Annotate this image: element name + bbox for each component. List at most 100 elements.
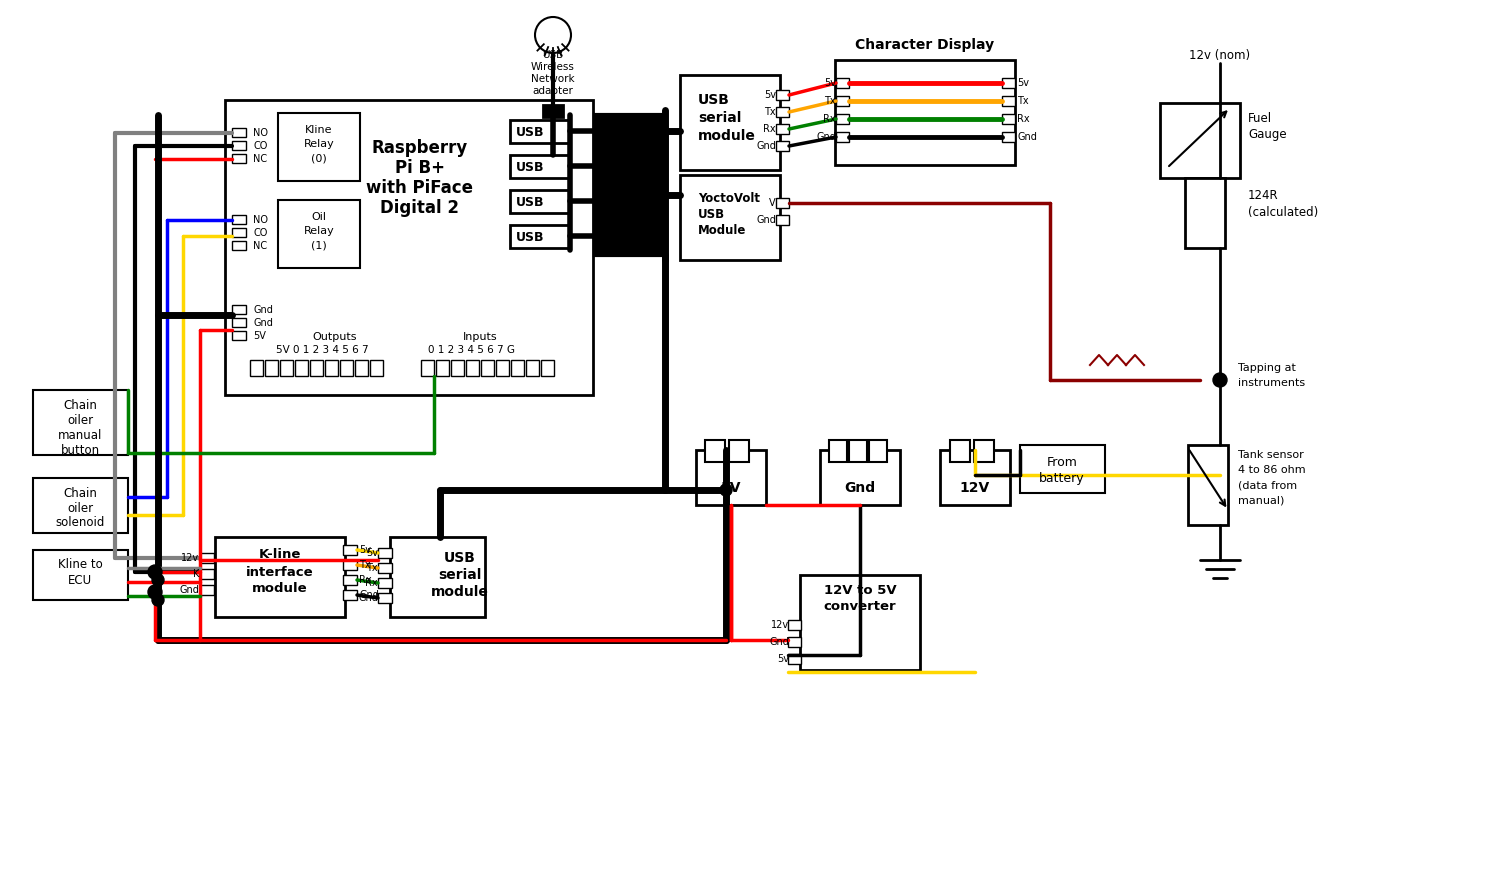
Bar — [543, 105, 562, 117]
Text: NC: NC — [254, 241, 267, 251]
Text: Tapping at: Tapping at — [1238, 363, 1297, 373]
Circle shape — [148, 585, 163, 599]
Text: module: module — [698, 129, 756, 143]
Text: Fuel: Fuel — [1247, 112, 1273, 124]
Text: serial: serial — [698, 111, 742, 125]
Bar — [231, 228, 246, 237]
Bar — [836, 60, 1015, 165]
Text: Tx: Tx — [360, 560, 370, 570]
Bar — [231, 154, 246, 163]
Bar — [251, 360, 263, 376]
Text: Gnd: Gnd — [254, 305, 273, 315]
Bar — [974, 440, 994, 462]
Text: CO: CO — [254, 228, 267, 238]
Text: USB: USB — [516, 231, 545, 243]
Bar — [33, 550, 128, 600]
Bar — [480, 360, 494, 376]
Text: oiler: oiler — [67, 414, 93, 426]
Text: manual: manual — [58, 429, 101, 441]
Bar — [231, 331, 246, 340]
Bar — [266, 360, 278, 376]
Text: (calculated): (calculated) — [1247, 205, 1319, 218]
Bar — [280, 360, 292, 376]
Text: 5v: 5v — [360, 545, 372, 555]
Text: instruments: instruments — [1238, 378, 1306, 388]
Text: NC: NC — [254, 154, 267, 164]
Text: Gnd: Gnd — [768, 637, 789, 647]
Text: ECU: ECU — [69, 575, 93, 588]
Bar — [1021, 445, 1106, 493]
Text: 5v: 5v — [1018, 78, 1029, 88]
Text: 12v: 12v — [771, 620, 789, 630]
Text: Gnd: Gnd — [816, 132, 836, 142]
Text: Network: Network — [531, 74, 574, 84]
Bar — [200, 553, 213, 563]
Bar — [788, 654, 801, 664]
Text: module: module — [431, 585, 489, 599]
Bar — [776, 141, 789, 151]
Text: Gnd: Gnd — [358, 593, 377, 603]
Text: Rx: Rx — [1018, 114, 1029, 124]
Text: Relay: Relay — [304, 139, 334, 149]
Text: Character Display: Character Display — [855, 38, 995, 52]
Circle shape — [152, 594, 164, 606]
Bar — [436, 360, 449, 376]
Text: NO: NO — [254, 128, 269, 138]
Bar — [377, 548, 392, 558]
Text: battery: battery — [1040, 472, 1085, 485]
Bar — [776, 198, 789, 208]
Text: Rx: Rx — [764, 124, 776, 134]
Text: 5V: 5V — [254, 331, 266, 341]
Text: Gnd: Gnd — [844, 481, 876, 495]
Text: USB: USB — [516, 161, 545, 173]
Bar — [849, 440, 867, 462]
Bar — [343, 560, 357, 570]
Bar — [340, 360, 354, 376]
Text: Oil: Oil — [312, 212, 327, 222]
Text: (1): (1) — [312, 240, 327, 250]
Bar — [495, 360, 509, 376]
Text: Raspberry: Raspberry — [372, 139, 468, 157]
Text: (data from: (data from — [1238, 480, 1297, 490]
Text: Module: Module — [698, 224, 746, 236]
Bar — [343, 590, 357, 600]
Text: 5V: 5V — [721, 481, 742, 495]
Bar — [1003, 114, 1015, 124]
Text: USB: USB — [445, 551, 476, 565]
Text: manual): manual) — [1238, 495, 1285, 505]
Bar — [1003, 78, 1015, 88]
Bar — [950, 440, 970, 462]
Text: oiler: oiler — [67, 502, 93, 514]
Text: Gnd: Gnd — [756, 141, 776, 151]
Bar — [680, 175, 780, 260]
Circle shape — [721, 484, 733, 496]
Text: Inputs: Inputs — [463, 332, 497, 342]
Text: Gnd: Gnd — [1018, 132, 1037, 142]
Text: Tank sensor: Tank sensor — [1238, 450, 1304, 460]
Text: Pi B+: Pi B+ — [395, 159, 445, 177]
Bar — [225, 100, 592, 395]
Bar — [231, 141, 246, 150]
Text: 0 1 2 3 4 5 6 7 G: 0 1 2 3 4 5 6 7 G — [428, 345, 516, 355]
Text: Gnd: Gnd — [254, 318, 273, 328]
Bar — [527, 360, 539, 376]
Text: Tx: Tx — [1018, 96, 1028, 106]
Bar — [389, 537, 485, 617]
Text: From: From — [1046, 456, 1077, 469]
Bar — [836, 132, 849, 142]
Bar — [466, 360, 479, 376]
Text: 5V 0 1 2 3 4 5 6 7: 5V 0 1 2 3 4 5 6 7 — [276, 345, 369, 355]
Bar — [836, 114, 849, 124]
Bar — [730, 440, 749, 462]
Bar — [33, 478, 128, 533]
Text: 12v: 12v — [181, 553, 198, 563]
Bar — [295, 360, 307, 376]
Bar — [231, 215, 246, 224]
Text: 12V to 5V: 12V to 5V — [824, 583, 897, 597]
Text: Gauge: Gauge — [1247, 128, 1286, 140]
Text: Rx: Rx — [360, 575, 372, 585]
Bar — [595, 115, 665, 255]
Text: button: button — [61, 443, 100, 456]
Bar — [231, 241, 246, 250]
Bar — [776, 215, 789, 225]
